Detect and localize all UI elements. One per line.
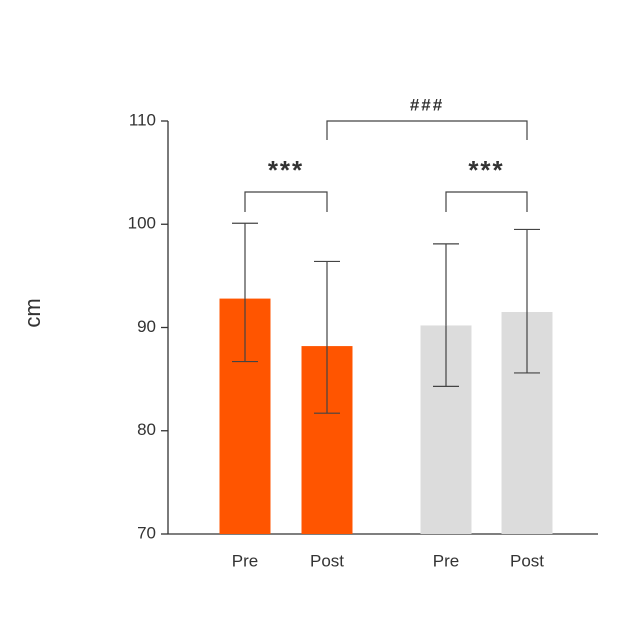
significance-label: ### — [410, 95, 444, 114]
y-tick-label: 110 — [129, 110, 156, 129]
y-tick-label: 90 — [137, 317, 156, 336]
x-tick-label: Pre — [232, 551, 258, 570]
x-tick-label: Post — [310, 551, 344, 570]
significance-label: *** — [468, 155, 504, 185]
x-tick-label: Pre — [433, 551, 459, 570]
y-tick-label: 80 — [137, 420, 156, 439]
significance-bracket — [244, 191, 328, 212]
significance-bracket — [326, 120, 528, 140]
y-axis-label: cm — [20, 298, 45, 327]
x-tick-label: Post — [510, 551, 544, 570]
y-tick-label: 100 — [128, 214, 156, 233]
y-tick-label: 70 — [137, 523, 156, 542]
significance-bracket — [445, 191, 528, 212]
significance-label: *** — [268, 155, 304, 185]
